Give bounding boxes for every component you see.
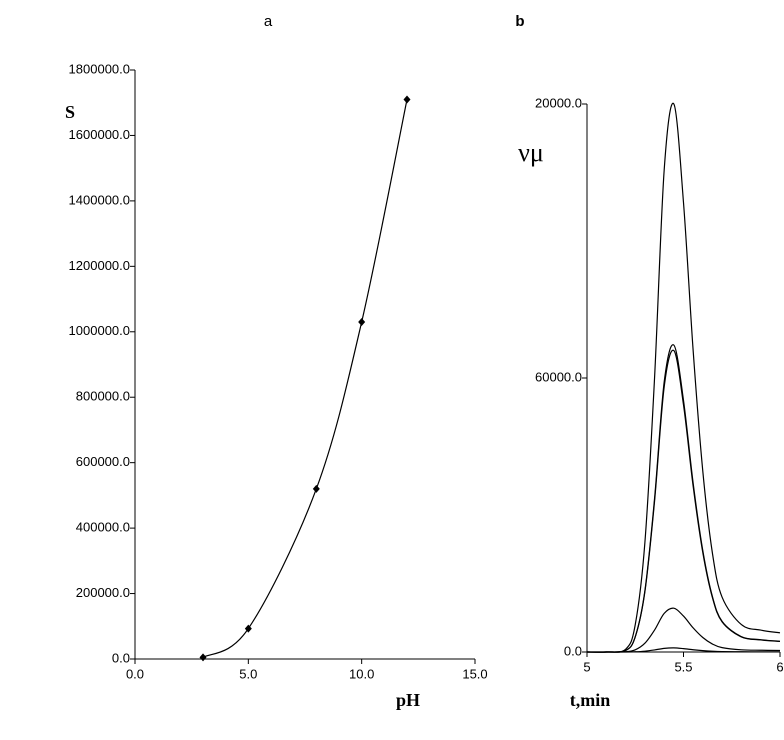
data-line — [202, 99, 408, 658]
marker — [358, 317, 366, 326]
marker — [403, 95, 411, 104]
chart-title: b — [515, 13, 524, 30]
y-tick-label: 1600000.0 — [69, 127, 130, 142]
data-line — [586, 349, 781, 653]
marker — [199, 653, 207, 662]
y-tick-label: 0.0 — [564, 643, 582, 658]
y-tick-label: 1800000.0 — [69, 61, 130, 76]
y-tick-label: 60000.0 — [535, 369, 582, 384]
y-axis-label: S — [65, 102, 75, 122]
y-tick-label: 600000.0 — [76, 454, 130, 469]
data-line — [586, 344, 781, 653]
x-tick-label: 5.5 — [674, 659, 692, 674]
y-tick-label: 800000.0 — [76, 389, 130, 404]
y-axis-label: νμ — [518, 138, 544, 167]
y-tick-label: 0.0 — [112, 650, 130, 665]
x-tick-label: 15.0 — [462, 666, 487, 681]
marker — [244, 624, 252, 633]
chart-title: a — [264, 13, 273, 30]
y-tick-label: 1200000.0 — [69, 258, 130, 273]
marker — [312, 484, 320, 493]
x-axis-label: pH — [396, 690, 420, 710]
x-axis-label: t,min — [570, 690, 611, 710]
x-tick-label: 5.0 — [239, 666, 257, 681]
data-line — [586, 647, 781, 653]
x-tick-label: 0.0 — [126, 666, 144, 681]
y-tick-label: 1000000.0 — [69, 323, 130, 338]
x-tick-label: 10.0 — [349, 666, 374, 681]
y-tick-label: 200000.0 — [76, 585, 130, 600]
y-tick-label: 400000.0 — [76, 520, 130, 535]
data-line — [586, 102, 781, 653]
y-tick-label: 20000.0 — [535, 95, 582, 110]
data-line — [586, 607, 781, 653]
x-tick-label: 6 — [776, 659, 783, 674]
y-tick-label: 1400000.0 — [69, 192, 130, 207]
x-tick-label: 5 — [583, 659, 590, 674]
